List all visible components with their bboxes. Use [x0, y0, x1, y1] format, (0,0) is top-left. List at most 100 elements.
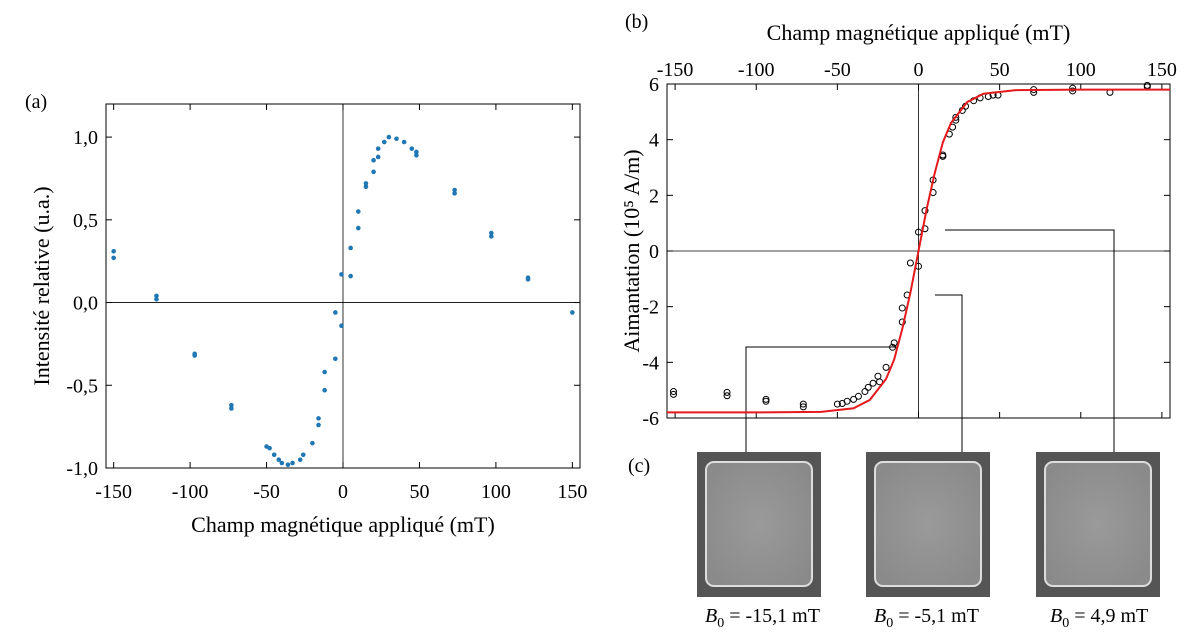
y-axis-title: Aimantation (10⁵ A/m)	[619, 149, 644, 352]
data-point	[339, 323, 344, 329]
data-point	[723, 392, 731, 400]
x-tick-label: 150	[1147, 59, 1177, 81]
data-point	[229, 402, 234, 408]
y-tick-label: 1,0	[73, 127, 98, 149]
data-point	[864, 383, 872, 391]
data-point	[861, 388, 869, 396]
data-point	[669, 390, 677, 398]
caption: B0 = -15,1 mT	[705, 605, 820, 631]
x-tick-label: -50	[824, 59, 851, 81]
data-point	[386, 134, 392, 140]
data-point	[489, 234, 494, 239]
data-point	[414, 152, 419, 158]
data-point	[833, 400, 841, 408]
y-tick-label: 0,0	[73, 293, 98, 315]
data-point	[363, 181, 369, 186]
data-point	[799, 400, 807, 408]
data-point	[414, 149, 419, 155]
y-tick-label: 4	[649, 130, 659, 152]
data-point	[339, 272, 344, 277]
data-point	[570, 310, 575, 315]
data-point	[394, 136, 399, 142]
data-point	[355, 209, 361, 214]
y-tick-label: 2	[649, 185, 659, 207]
data-point	[363, 184, 369, 190]
data-point	[300, 452, 306, 458]
micrograph	[866, 452, 990, 597]
data-point	[489, 230, 494, 236]
data-point	[843, 397, 851, 405]
data-point	[355, 225, 361, 231]
x-tick-label: 0	[914, 59, 924, 81]
panel-label: (b)	[625, 11, 648, 33]
data-point	[409, 146, 415, 151]
data-point	[876, 378, 884, 386]
data-point	[316, 416, 321, 421]
data-point	[375, 146, 381, 151]
data-point	[333, 310, 338, 315]
data-point	[762, 397, 770, 405]
data-point	[276, 457, 282, 463]
data-point	[850, 395, 858, 403]
data-point	[401, 139, 407, 145]
x-tick-label: 150	[557, 481, 587, 503]
data-point	[1069, 84, 1077, 92]
y-tick-label: -0,5	[66, 375, 98, 397]
x-axis-title: Champ magnétique appliqué (mT)	[191, 512, 495, 537]
data-point	[111, 248, 116, 254]
data-point	[1069, 87, 1077, 95]
data-point	[229, 406, 234, 411]
data-point	[762, 395, 770, 403]
data-point	[799, 403, 807, 411]
x-tick-label: 50	[990, 59, 1010, 81]
panel-label: (a)	[25, 91, 47, 113]
connectors	[745, 229, 1115, 452]
data-point	[452, 191, 457, 196]
y-tick-label: -2	[642, 297, 659, 319]
data-point	[882, 363, 890, 371]
y-tick-label: -1,0	[66, 458, 98, 480]
panel-label: (c)	[628, 455, 650, 477]
data-point	[381, 139, 387, 145]
data-point	[348, 273, 353, 279]
x-tick-label: -100	[172, 481, 209, 503]
micrograph	[1036, 452, 1160, 597]
micrograph	[697, 452, 821, 597]
data-point	[348, 245, 353, 251]
x-tick-label: 50	[409, 481, 429, 503]
y-tick-label: 6	[649, 74, 659, 96]
fit-curve	[667, 88, 1170, 414]
caption: B0 = 4,9 mT	[1050, 605, 1148, 631]
y-tick-label: 0	[649, 241, 659, 263]
data-point	[279, 460, 285, 466]
data-point	[854, 392, 862, 400]
data-point	[371, 157, 376, 163]
data-point	[290, 460, 295, 466]
caption: B0 = -5,1 mT	[874, 605, 979, 631]
data-point	[285, 462, 291, 467]
data-point	[952, 113, 960, 121]
data-point	[192, 353, 197, 358]
y-axis-title: Intensité relative (u.a.)	[29, 186, 54, 385]
data-point	[333, 356, 338, 362]
data-point	[906, 259, 914, 267]
y-tick-label: -4	[642, 352, 659, 374]
x-tick-label: -100	[738, 59, 775, 81]
data-point	[316, 422, 321, 428]
data-point	[297, 457, 303, 463]
x-tick-label: 100	[1066, 59, 1096, 81]
data-point	[154, 296, 159, 302]
y-tick-label: 0,5	[73, 210, 98, 232]
data-point	[889, 343, 897, 351]
data-point	[267, 445, 272, 451]
x-tick-label: -150	[95, 481, 132, 503]
data-point	[271, 452, 277, 458]
data-point	[525, 275, 531, 281]
data-point	[375, 154, 381, 160]
data-point	[669, 388, 677, 396]
x-tick-label: -150	[657, 59, 694, 81]
data-point	[322, 369, 327, 375]
data-point	[869, 379, 877, 387]
x-tick-label: 0	[338, 481, 348, 503]
